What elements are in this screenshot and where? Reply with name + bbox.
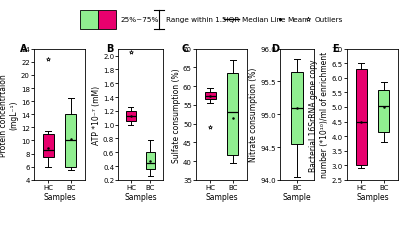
Bar xyxy=(356,70,367,166)
Bar xyxy=(291,72,303,144)
Text: Mean: Mean xyxy=(287,17,306,23)
Y-axis label: Nitrate consumption (%): Nitrate consumption (%) xyxy=(249,68,258,162)
Text: A: A xyxy=(20,44,27,54)
Y-axis label: ATP *10⁻⁷ (mM): ATP *10⁻⁷ (mM) xyxy=(92,85,101,144)
Text: D: D xyxy=(271,44,279,54)
Bar xyxy=(205,92,216,100)
X-axis label: Sample: Sample xyxy=(283,192,311,201)
Text: 25%~75%: 25%~75% xyxy=(121,17,159,23)
Text: E: E xyxy=(333,44,339,54)
Bar xyxy=(146,153,155,170)
Bar xyxy=(80,11,98,30)
Text: C: C xyxy=(182,44,189,54)
Y-axis label: Protein concentrtaion
(mgL⁻¹): Protein concentrtaion (mgL⁻¹) xyxy=(0,74,19,156)
Text: Range within 1.5IQR: Range within 1.5IQR xyxy=(166,17,239,23)
X-axis label: Samples: Samples xyxy=(124,192,157,201)
Bar xyxy=(65,115,76,167)
Text: B: B xyxy=(106,44,113,54)
Bar xyxy=(126,111,136,122)
X-axis label: Samples: Samples xyxy=(205,192,238,201)
X-axis label: Samples: Samples xyxy=(356,192,389,201)
Bar xyxy=(98,11,116,30)
Text: Median Line: Median Line xyxy=(242,17,285,23)
Bar xyxy=(227,74,238,156)
Bar xyxy=(378,90,389,132)
Y-axis label: Bacterial 16SrRNA gene copy
number (*10¹⁰)/ml of enrichment: Bacterial 16SrRNA gene copy number (*10¹… xyxy=(309,52,330,178)
X-axis label: Samples: Samples xyxy=(43,192,76,201)
Y-axis label: Sulfate consumption (%): Sulfate consumption (%) xyxy=(172,68,181,162)
Bar xyxy=(43,134,54,157)
Text: Outliers: Outliers xyxy=(315,17,343,23)
